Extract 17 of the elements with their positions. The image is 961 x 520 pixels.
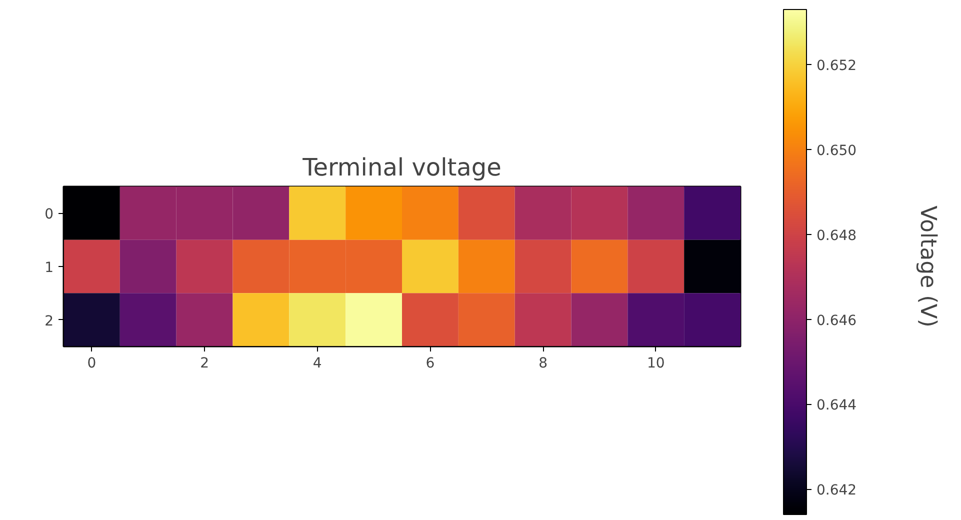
color-bar-title: Voltage (V) [914, 206, 940, 328]
x-tick-label: 8 [538, 356, 548, 372]
color-bar-label: 0.642 [816, 482, 857, 499]
y-tick-label: 2 [44, 313, 54, 330]
color-bar-label: 0.644 [816, 398, 857, 414]
color-bar-label: 0.652 [816, 58, 857, 74]
y-tick-label: 1 [44, 260, 54, 276]
y-tick-label: 0 [44, 206, 54, 223]
color-bar-label: 0.650 [816, 143, 857, 160]
color-bar-label: 0.648 [816, 228, 857, 244]
x-tick-label: 10 [646, 356, 665, 372]
x-tick-label: 2 [200, 356, 210, 372]
chart-title: Terminal voltage [302, 154, 502, 182]
x-tick-label: 0 [87, 356, 96, 372]
color-bar-label: 0.646 [816, 312, 857, 329]
x-tick-label: 4 [312, 356, 322, 372]
x-tick-label: 6 [426, 356, 435, 372]
